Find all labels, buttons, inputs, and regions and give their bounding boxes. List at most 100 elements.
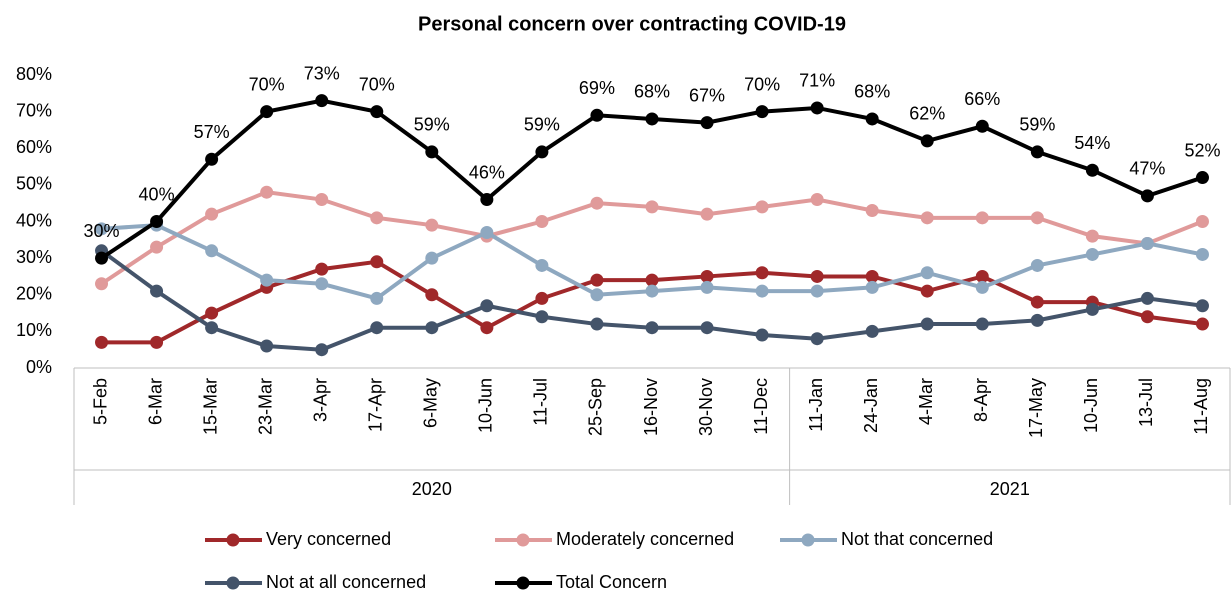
point bbox=[205, 321, 219, 335]
point bbox=[975, 280, 989, 294]
point bbox=[920, 317, 934, 331]
point bbox=[315, 193, 329, 207]
point bbox=[205, 306, 219, 320]
legend-marker bbox=[226, 533, 240, 547]
x-tick-label: 8-Apr bbox=[971, 378, 991, 422]
point bbox=[590, 196, 604, 210]
point bbox=[645, 321, 659, 335]
point bbox=[700, 207, 714, 221]
legend-marker bbox=[516, 576, 530, 590]
data-label: 59% bbox=[524, 115, 560, 135]
point bbox=[425, 251, 439, 265]
point bbox=[535, 291, 549, 305]
point bbox=[755, 105, 769, 119]
point bbox=[865, 324, 879, 338]
data-label: 59% bbox=[414, 115, 450, 135]
y-tick-label: 20% bbox=[16, 284, 52, 304]
point bbox=[590, 108, 604, 122]
point bbox=[95, 277, 109, 291]
point bbox=[1085, 229, 1099, 243]
group-label: 2021 bbox=[990, 479, 1030, 499]
point bbox=[1195, 317, 1209, 331]
y-tick-label: 10% bbox=[16, 320, 52, 340]
point bbox=[700, 269, 714, 283]
point bbox=[645, 200, 659, 214]
point bbox=[810, 284, 824, 298]
x-tick-label: 11-Jan bbox=[806, 378, 826, 432]
data-label: 70% bbox=[249, 74, 285, 94]
group-label: 2020 bbox=[412, 479, 452, 499]
point bbox=[370, 255, 384, 269]
y-tick-label: 0% bbox=[26, 357, 52, 377]
x-tick-label: 16-Nov bbox=[641, 378, 661, 436]
point bbox=[150, 284, 164, 298]
legend-marker bbox=[226, 576, 240, 590]
point bbox=[1085, 302, 1099, 316]
point bbox=[425, 218, 439, 232]
point bbox=[1140, 189, 1154, 203]
data-label: 68% bbox=[854, 82, 890, 102]
point bbox=[975, 269, 989, 283]
point bbox=[920, 266, 934, 280]
point bbox=[150, 215, 164, 228]
point bbox=[1140, 291, 1154, 305]
point bbox=[755, 284, 769, 298]
legend-label: Very concerned bbox=[266, 529, 391, 549]
point bbox=[260, 339, 274, 353]
data-label: 47% bbox=[1129, 159, 1165, 179]
point bbox=[1030, 313, 1044, 327]
x-tick-label: 24-Jan bbox=[861, 378, 881, 433]
x-tick-label: 4-Mar bbox=[916, 378, 936, 425]
data-label: 71% bbox=[799, 71, 835, 91]
point bbox=[1195, 247, 1209, 261]
data-label: 40% bbox=[139, 184, 175, 204]
data-label: 30% bbox=[84, 221, 120, 241]
point bbox=[150, 335, 164, 349]
point bbox=[700, 116, 714, 130]
point bbox=[1085, 163, 1099, 177]
point bbox=[1140, 236, 1154, 250]
point bbox=[95, 335, 109, 349]
x-tick-label: 10-Jun bbox=[476, 378, 496, 433]
point bbox=[535, 310, 549, 324]
point bbox=[920, 211, 934, 225]
x-tick-label: 23-Mar bbox=[255, 378, 275, 435]
point bbox=[810, 269, 824, 283]
point bbox=[1030, 295, 1044, 309]
point bbox=[370, 291, 384, 305]
x-tick-label: 11-Jul bbox=[531, 378, 551, 426]
x-tick-label: 3-Apr bbox=[310, 378, 330, 422]
point bbox=[315, 277, 329, 291]
point bbox=[810, 101, 824, 115]
data-label: 57% bbox=[194, 122, 230, 142]
x-tick-label: 6-Mar bbox=[145, 378, 165, 425]
point bbox=[645, 273, 659, 287]
point bbox=[315, 94, 329, 108]
y-tick-label: 30% bbox=[16, 247, 52, 267]
point bbox=[260, 105, 274, 119]
legend-label: Not that concerned bbox=[841, 529, 993, 549]
point bbox=[260, 273, 274, 287]
point bbox=[755, 328, 769, 342]
legend-label: Moderately concerned bbox=[556, 529, 734, 549]
data-label: 59% bbox=[1019, 115, 1055, 135]
x-tick-label: 6-May bbox=[421, 378, 441, 428]
point bbox=[480, 193, 494, 207]
point bbox=[700, 321, 714, 335]
x-tick-label: 13-Jul bbox=[1136, 378, 1156, 427]
point bbox=[260, 185, 274, 199]
y-tick-label: 40% bbox=[16, 210, 52, 230]
point bbox=[205, 152, 219, 166]
point bbox=[1030, 211, 1044, 225]
x-tick-label: 11-Aug bbox=[1191, 378, 1211, 435]
x-tick-label: 25-Sep bbox=[586, 378, 606, 436]
point bbox=[590, 288, 604, 302]
point bbox=[425, 321, 439, 335]
point bbox=[865, 269, 879, 283]
point bbox=[1195, 171, 1209, 185]
data-label: 67% bbox=[689, 85, 725, 105]
x-tick-label: 15-Mar bbox=[200, 378, 220, 435]
point bbox=[590, 273, 604, 287]
point bbox=[370, 211, 384, 225]
y-tick-label: 50% bbox=[16, 174, 52, 194]
